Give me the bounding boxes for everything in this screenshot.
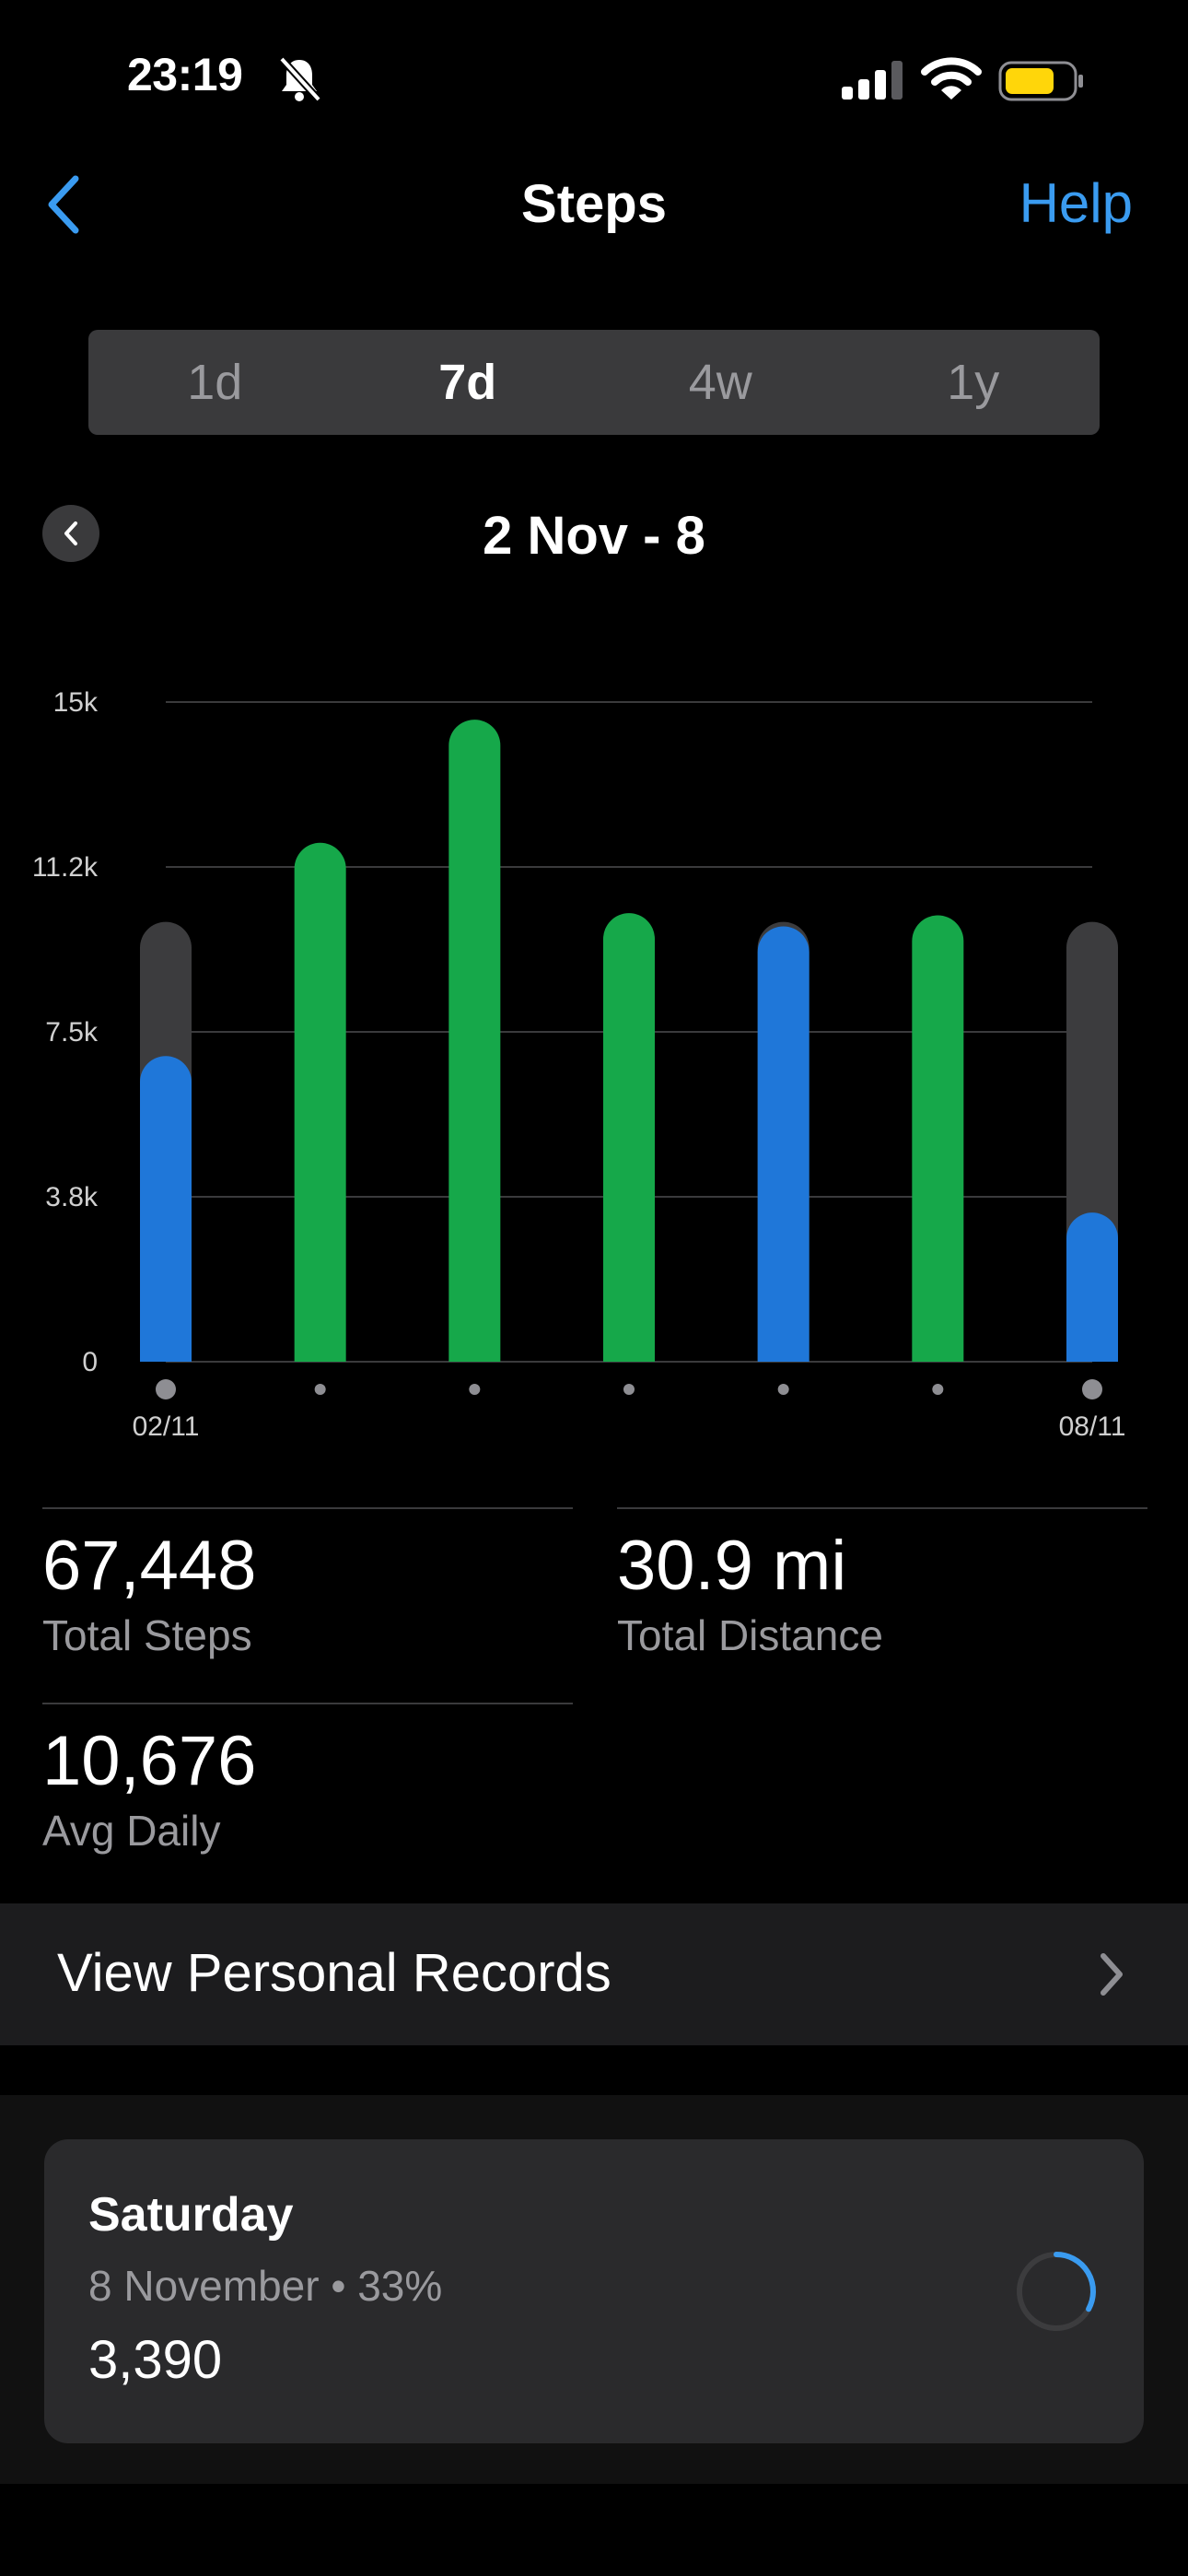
chevron-left-icon [64, 521, 77, 545]
steps-bar-chart: 0 3.8k 7.5k 11.2k 15k 02/11 08/11 [32, 687, 1126, 1442]
segment-4w[interactable]: 4w [688, 355, 752, 410]
day-summary-card[interactable] [44, 2139, 1144, 2443]
status-time: 23:19 [127, 49, 243, 100]
goal-met-bar [912, 915, 964, 1362]
view-personal-records-label: View Personal Records [57, 1943, 611, 2003]
battery-icon [998, 61, 1083, 101]
cellular-signal-icon [842, 61, 903, 100]
x-tick-dot [156, 1379, 176, 1399]
steps-bar [757, 926, 809, 1362]
wifi-icon [921, 57, 982, 100]
x-tick-dot [469, 1384, 481, 1395]
steps-bar [140, 1056, 192, 1362]
chevron-right-icon [1101, 1953, 1123, 1996]
help-button[interactable]: Help [1019, 172, 1133, 234]
stat-divider [617, 1507, 1147, 1509]
x-tick-dot [777, 1384, 789, 1395]
period-segmented-control: 1d 7d 4w 1y [88, 330, 1100, 435]
goal-met-bar [603, 913, 655, 1362]
total-distance-value: 30.9 mi [617, 1527, 847, 1605]
goal-met-bar [294, 842, 346, 1362]
segment-7d[interactable]: 7d [438, 355, 497, 410]
x-tick-dot [623, 1384, 635, 1395]
avg-daily-label: Avg Daily [42, 1807, 221, 1855]
avg-daily-value: 10,676 [42, 1722, 257, 1800]
stat-divider [42, 1703, 573, 1704]
x-tick-dot [1082, 1379, 1102, 1399]
y-tick-label: 11.2k [32, 852, 99, 883]
y-tick-label: 3.8k [45, 1182, 99, 1212]
steps-bar [1066, 1212, 1118, 1362]
view-personal-records-row[interactable] [0, 1903, 1188, 2045]
total-steps-value: 67,448 [42, 1527, 257, 1605]
x-tick-dot [932, 1384, 944, 1395]
card-day-name: Saturday [88, 2188, 294, 2242]
total-distance-label: Total Distance [617, 1611, 883, 1659]
bell-slash-icon [279, 56, 321, 102]
segment-1d[interactable]: 1d [187, 355, 243, 410]
y-tick-label: 0 [82, 1347, 98, 1377]
card-step-count: 3,390 [88, 2330, 223, 2390]
x-tick-label: 08/11 [1059, 1411, 1126, 1442]
back-chevron-icon[interactable] [42, 173, 83, 236]
stat-divider [42, 1507, 573, 1509]
progress-ring-icon [1017, 2252, 1096, 2331]
y-tick-label: 7.5k [45, 1017, 99, 1048]
total-steps-label: Total Steps [42, 1611, 252, 1659]
y-tick-label: 15k [53, 687, 99, 718]
date-range-label: 2 Nov - 8 [483, 506, 705, 566]
page-title: Steps [521, 174, 667, 234]
x-tick-label: 02/11 [133, 1411, 200, 1442]
goal-met-bar [448, 720, 501, 1362]
x-tick-dot [314, 1384, 326, 1395]
segment-1y[interactable]: 1y [947, 355, 1000, 410]
card-date-progress: 8 November • 33% [88, 2262, 443, 2310]
previous-period-button[interactable] [42, 505, 99, 562]
